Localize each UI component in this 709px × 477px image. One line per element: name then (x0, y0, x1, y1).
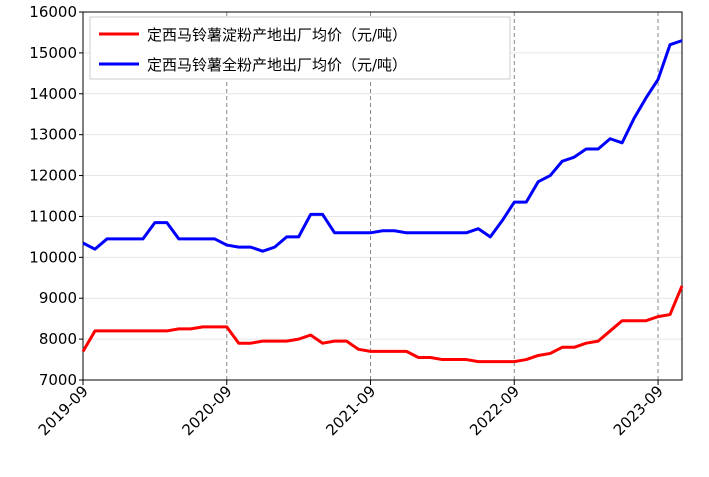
y-tick-label: 16000 (29, 3, 77, 21)
y-tick-label: 8000 (39, 330, 77, 348)
x-tick-label: 2023-09 (610, 382, 667, 439)
y-tick-label: 7000 (39, 371, 77, 389)
y-tick-label: 15000 (29, 44, 77, 62)
x-tick-label: 2020-09 (179, 382, 236, 439)
legend-label: 定西马铃薯全粉产地出厂均价（元/吨） (147, 56, 407, 74)
y-tick-label: 11000 (29, 207, 77, 225)
legend-label: 定西马铃薯淀粉产地出厂均价（元/吨） (147, 26, 407, 44)
series-line (82, 39, 683, 253)
x-tick-label: 2022-09 (466, 382, 523, 439)
x-tick-label: 2021-09 (322, 382, 379, 439)
y-tick-label: 13000 (29, 126, 77, 144)
x-tick-label: 2019-09 (35, 382, 92, 439)
plot-frame (82, 11, 683, 381)
y-tick-label: 14000 (29, 85, 77, 103)
series-line (81, 285, 684, 364)
y-tick-label: 9000 (39, 289, 77, 307)
y-tick-label: 12000 (29, 167, 77, 185)
legend-box (89, 16, 511, 80)
y-tick-label: 10000 (29, 248, 77, 266)
